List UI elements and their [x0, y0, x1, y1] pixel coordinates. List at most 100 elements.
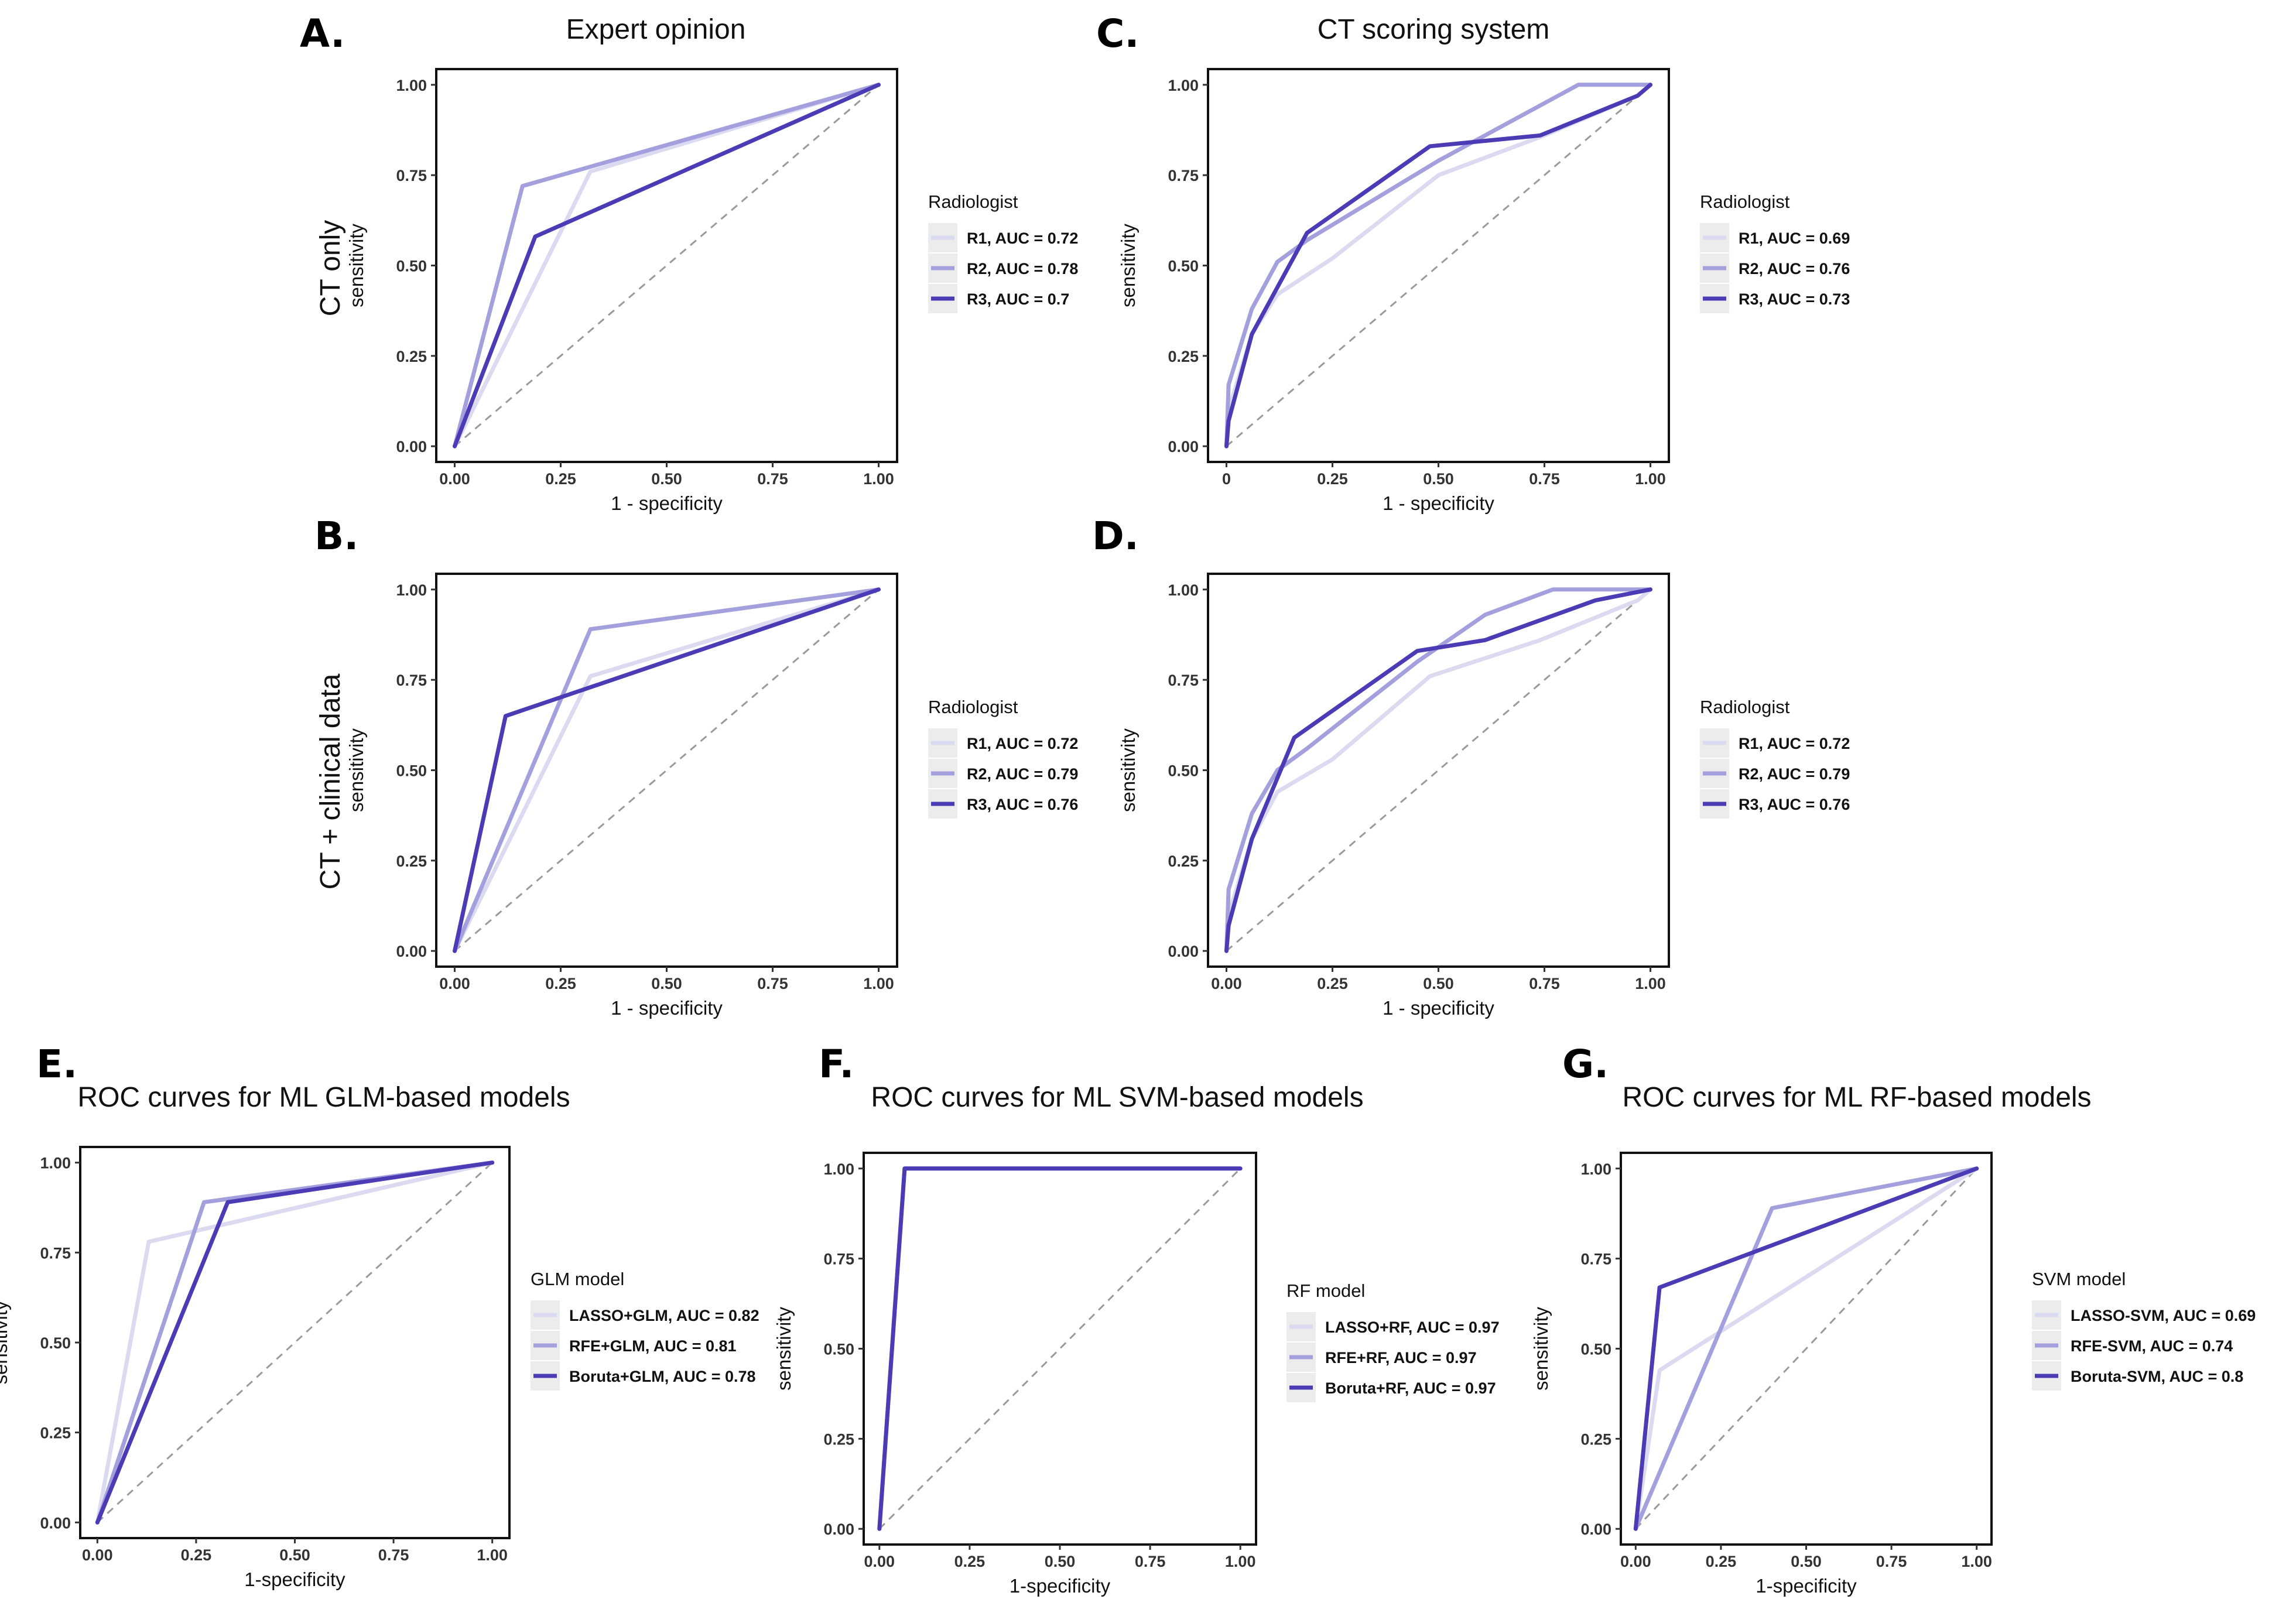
panel-b-legend-label-2: R2, AUC = 0.79	[967, 765, 1078, 783]
panel-e-y-tick-label: 1.00	[40, 1155, 71, 1172]
panel-f-legend-label-1: LASSO+RF, AUC = 0.97	[1325, 1319, 1500, 1336]
panel-f-legend-label-3: Boruta+RF, AUC = 0.97	[1325, 1379, 1496, 1397]
panel-e-x-axis-label: 1-specificity	[244, 1569, 345, 1590]
panel-e-reference-diagonal	[97, 1162, 493, 1523]
panel-f: F. ROC curves for ML SVM-based models 0.00…	[773, 1042, 1500, 1597]
panel-d-x-axis-label: 1 - specificity	[1383, 997, 1494, 1019]
panel-b: B. 0.00 0.25 0.50 0.75 1.00 0.00 0.25 0.50 0.75 1.…	[314, 513, 1078, 1019]
panel-a-y-tick-label: 1.00	[396, 77, 427, 94]
panel-b-x-tick-label: 0.00	[439, 975, 470, 992]
panel-a-x-tick-label: 0.25	[545, 470, 576, 488]
panel-g-legend: SVM model LASSO-SVM, AUC = 0.69 RFE-SVM, A…	[2032, 1269, 2256, 1391]
panel-f-reference-diagonal	[878, 1167, 1241, 1530]
panel-d-reference-diagonal	[1226, 588, 1651, 952]
panel-e-legend-label-3: Boruta+GLM, AUC = 0.78	[569, 1368, 756, 1385]
panel-g-series-line-1	[1633, 1166, 1979, 1531]
panel-g-y-tick-label: 0.75	[1580, 1251, 1611, 1268]
panel-b-series-line-3	[453, 587, 881, 953]
panel-a-x-tick-label: 0.50	[651, 470, 682, 488]
panel-d-x-tick-label: 1.00	[1635, 975, 1666, 992]
panel-e-x-tick-label: 0.25	[181, 1546, 212, 1564]
panel-g-x-tick-label: 0.75	[1876, 1553, 1907, 1570]
panel-c-series-line-2	[1224, 83, 1652, 448]
panel-d-legend-label-3: R3, AUC = 0.76	[1739, 796, 1850, 813]
panel-g-legend-title: SVM model	[2032, 1269, 2126, 1289]
col-title-ct-scoring: CT scoring system	[1318, 14, 1550, 45]
panel-a-letter: A.	[300, 11, 345, 56]
panel-f-x-tick-label: 0.50	[1045, 1553, 1076, 1570]
col-title-expert-opinion: Expert opinion	[566, 14, 746, 45]
panel-e-letter: E.	[36, 1042, 77, 1087]
panel-g-x-tick-label: 0.00	[1620, 1553, 1651, 1570]
panel-e-legend-label-1: LASSO+GLM, AUC = 0.82	[569, 1307, 759, 1324]
panel-c-x-tick-label: 0.75	[1529, 470, 1560, 488]
panel-a-reference-diagonal	[454, 84, 880, 447]
panel-f-y-tick-label: 0.00	[823, 1521, 854, 1538]
panel-e-x-tick-label: 1.00	[477, 1546, 508, 1564]
panel-d-legend-title: Radiologist	[1700, 697, 1790, 717]
panel-e-x-tick-label: 0.00	[82, 1546, 113, 1564]
panel-b-y-tick-label: 1.00	[396, 581, 427, 599]
panel-e-title: ROC curves for ML GLM-based models	[77, 1082, 570, 1113]
panel-a-legend-label-1: R1, AUC = 0.72	[967, 230, 1078, 247]
panel-g: G. ROC curves for ML RF-based models 0.00 0…	[1530, 1042, 2256, 1597]
panel-a-x-tick-label: 1.00	[863, 470, 894, 488]
panel-b-series-line-2	[453, 587, 881, 953]
panel-c-legend-title: Radiologist	[1700, 191, 1790, 212]
panel-g-x-tick-label: 1.00	[1961, 1553, 1992, 1570]
panel-a-x-tick-label: 0.75	[757, 470, 788, 488]
panel-d-legend: Radiologist R1, AUC = 0.72 R2, AUC = 0.79 R…	[1700, 697, 1850, 819]
panel-d-series-line-3	[1224, 587, 1652, 953]
panel-b-legend-label-3: R3, AUC = 0.76	[967, 796, 1078, 813]
panel-d: D. 0.00 0.25 0.50 0.75 1.00 0.00 0.25 0.50 0.75 1.…	[1092, 513, 1850, 1019]
panel-f-x-tick-label: 0.00	[864, 1553, 895, 1570]
panel-f-legend-title: RF model	[1286, 1280, 1365, 1301]
panel-g-x-tick-label: 0.50	[1791, 1553, 1822, 1570]
panel-b-y-tick-label: 0.75	[396, 672, 427, 689]
panel-g-y-tick-label: 0.00	[1580, 1521, 1611, 1538]
panel-d-legend-label-2: R2, AUC = 0.79	[1739, 765, 1850, 783]
panel-g-y-tick-label: 1.00	[1580, 1160, 1611, 1178]
panel-b-letter: B.	[314, 513, 358, 559]
panel-e-legend-label-2: RFE+GLM, AUC = 0.81	[569, 1337, 737, 1355]
panel-e: E.ROC curves for ML GLM-based models 0.00…	[0, 1042, 759, 1590]
row-title-ct-clinical: CT + clinical data	[315, 673, 346, 889]
panel-d-y-tick-label: 0.25	[1168, 852, 1199, 870]
panel-b-x-tick-label: 0.25	[545, 975, 576, 992]
panel-c-y-tick-label: 1.00	[1168, 77, 1199, 94]
panel-a-y-tick-label: 0.75	[396, 167, 427, 184]
panel-c-x-axis-label: 1 - specificity	[1383, 492, 1494, 514]
panel-e-y-tick-label: 0.25	[40, 1424, 71, 1442]
panel-c-x-tick-label: 0	[1222, 470, 1231, 488]
panel-c-y-tick-label: 0.00	[1168, 438, 1199, 456]
panel-d-y-tick-label: 0.00	[1168, 943, 1199, 960]
panel-e-x-tick-label: 0.75	[378, 1546, 409, 1564]
panel-f-y-axis-label: sensitivity	[773, 1306, 795, 1391]
panel-d-letter: D.	[1092, 513, 1139, 559]
panel-g-y-axis-label: sensitivity	[1530, 1306, 1552, 1391]
panel-e-legend-title: GLM model	[531, 1269, 624, 1289]
panel-g-y-tick-label: 0.25	[1580, 1430, 1611, 1448]
panel-e-plot-frame	[79, 1146, 511, 1539]
panel-b-legend-label-1: R1, AUC = 0.72	[967, 735, 1078, 752]
panel-c-legend-label-2: R2, AUC = 0.76	[1739, 260, 1850, 278]
panel-f-x-axis-label: 1-specificity	[1010, 1575, 1111, 1597]
panel-d-y-tick-label: 1.00	[1168, 581, 1199, 599]
panel-f-legend: RF model LASSO+RF, AUC = 0.97 RFE+RF, AUC …	[1286, 1280, 1500, 1402]
panel-g-title: ROC curves for ML RF-based models	[1622, 1082, 2091, 1113]
panel-e-series-line-1	[95, 1160, 495, 1525]
panel-a-legend-label-3: R3, AUC = 0.7	[967, 290, 1069, 308]
panel-d-legend-label-1: R1, AUC = 0.72	[1739, 735, 1850, 752]
panel-a-y-tick-label: 0.50	[396, 258, 427, 275]
panel-b-legend: Radiologist R1, AUC = 0.72 R2, AUC = 0.79 R…	[928, 697, 1078, 819]
panel-e-series-line-3	[95, 1160, 495, 1525]
panels: A. 0.00 0.25 0.50 0.75 1.00 0.00 0.25 0.50 0.75 1.…	[0, 11, 2256, 1597]
panel-c-legend: Radiologist R1, AUC = 0.69 R2, AUC = 0.76 R…	[1700, 191, 1850, 313]
panel-d-x-tick-label: 0.75	[1529, 975, 1560, 992]
panel-f-title: ROC curves for ML SVM-based models	[871, 1082, 1363, 1113]
panel-e-x-tick-label: 0.50	[279, 1546, 310, 1564]
panel-f-letter: F.	[819, 1042, 854, 1087]
panel-g-legend-label-3: Boruta-SVM, AUC = 0.8	[2071, 1368, 2243, 1385]
panel-g-letter: G.	[1562, 1042, 1609, 1087]
